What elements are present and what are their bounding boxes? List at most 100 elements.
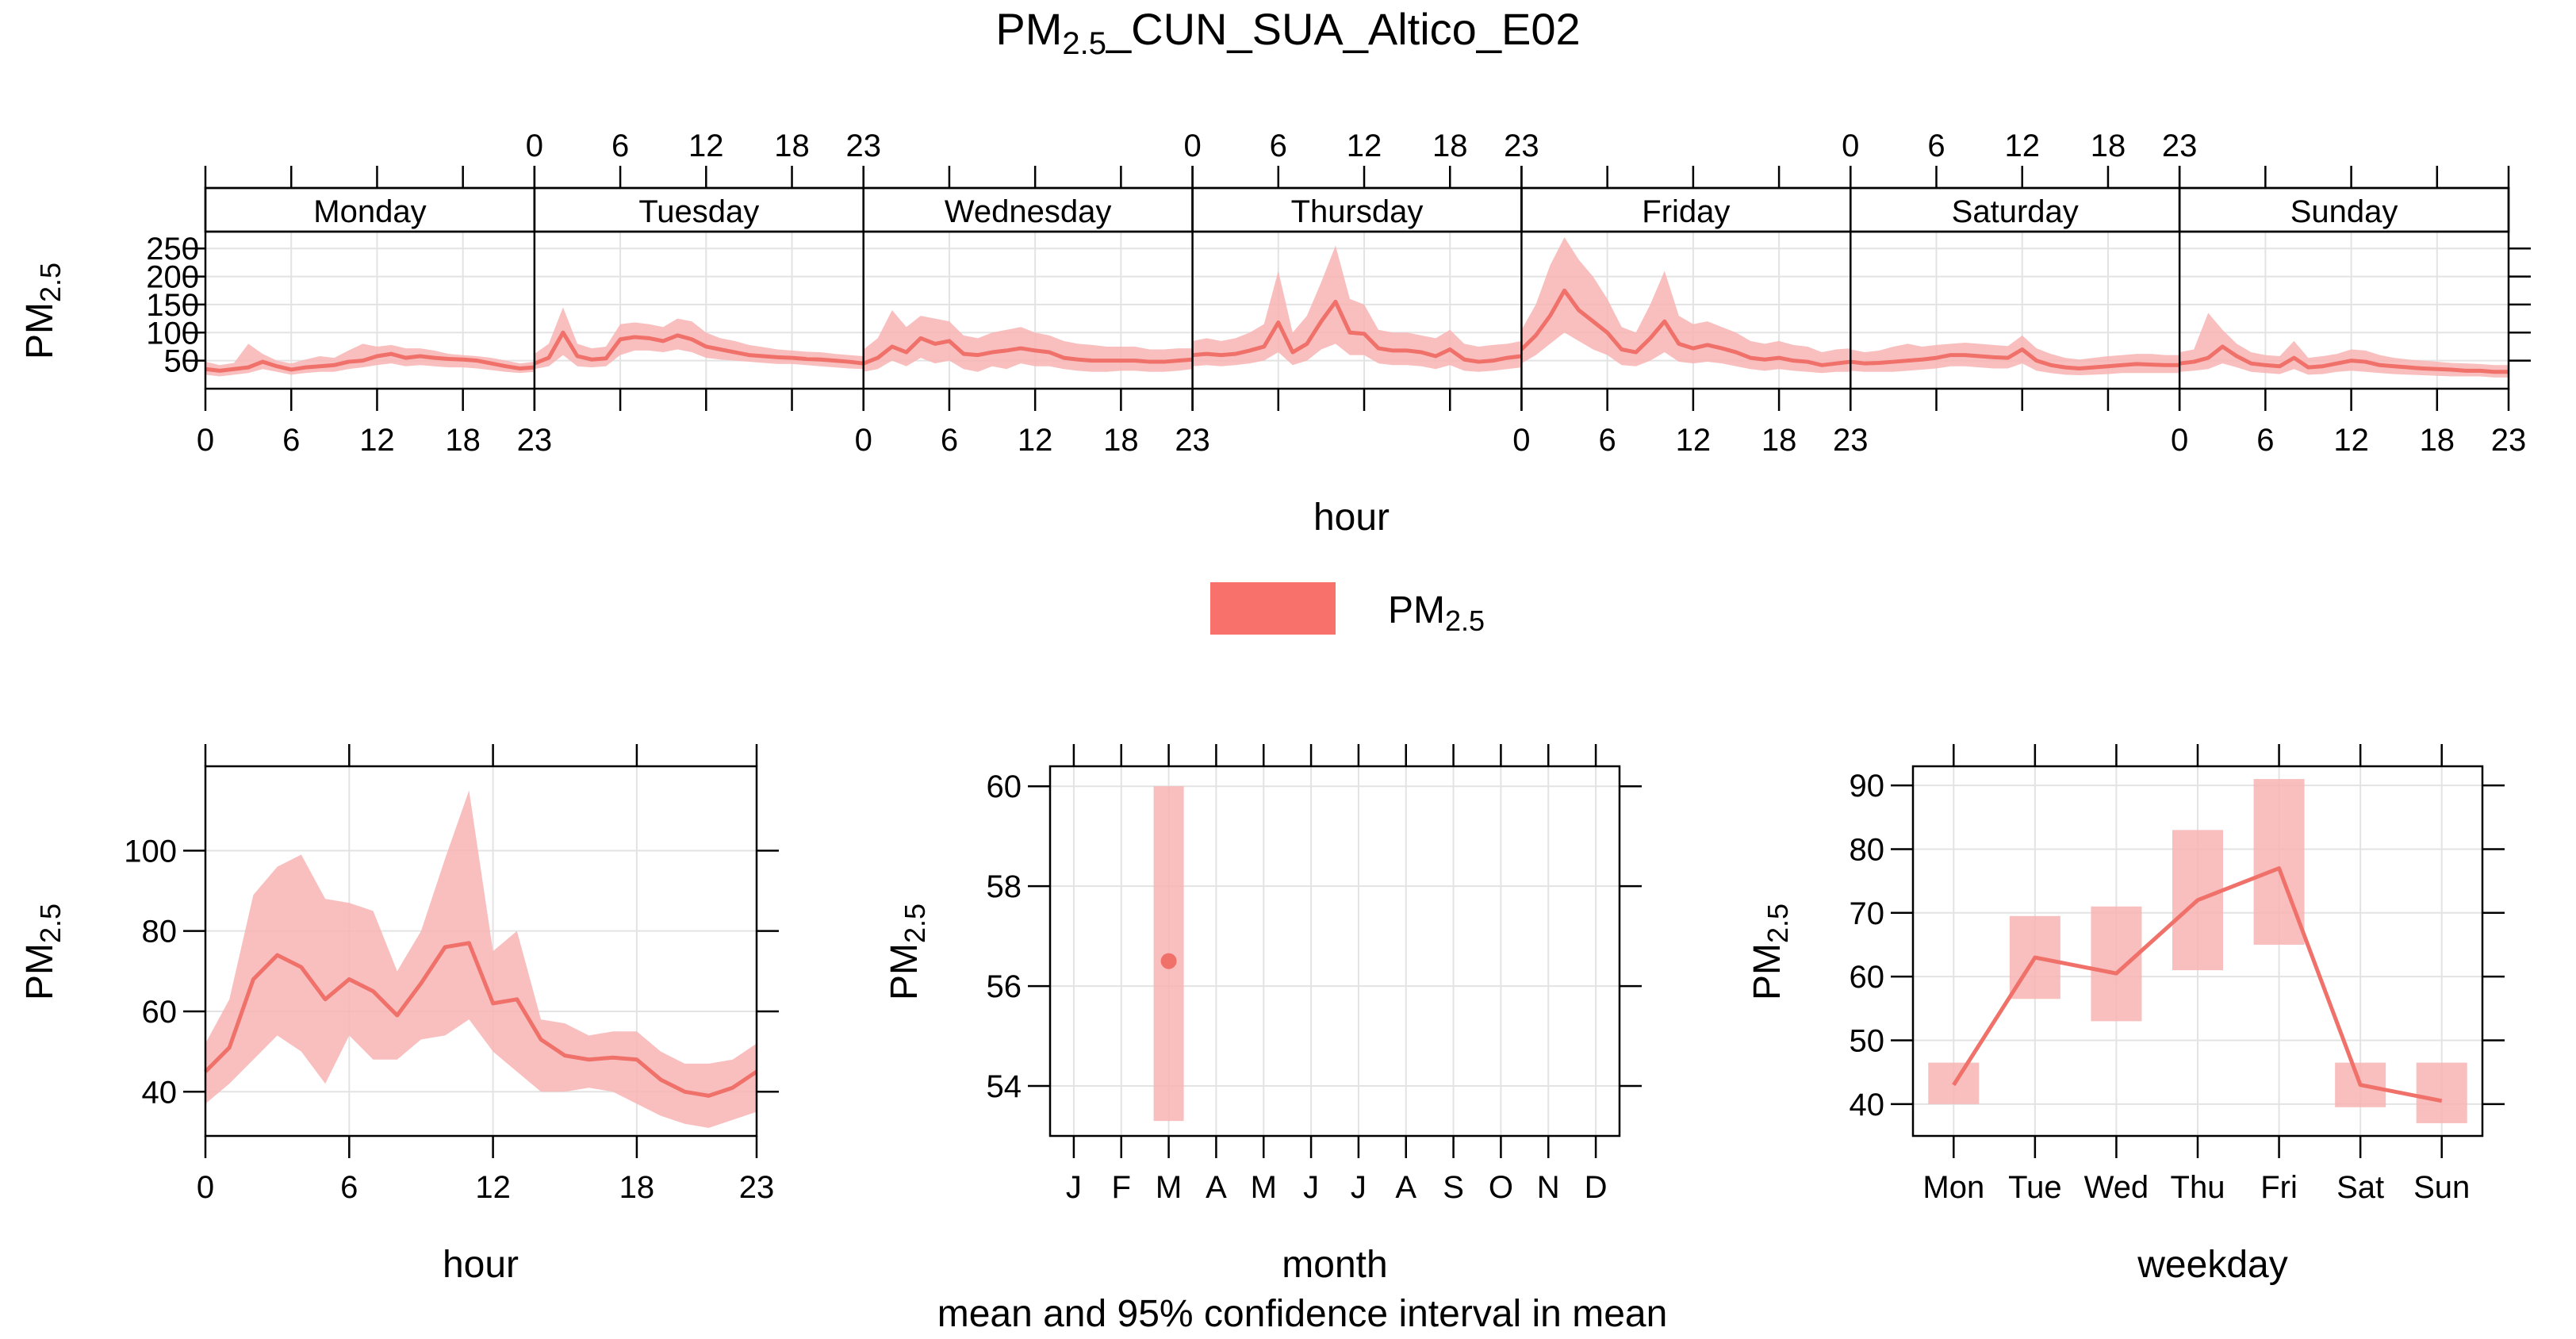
month-y-tick-label: 60 [987, 769, 1022, 804]
top-x-tick-label: 0 [197, 423, 214, 458]
ci-band-tuesday [534, 307, 864, 370]
month-x-tick-label: F [1112, 1170, 1131, 1205]
top-y-tick-label: 50 [164, 344, 200, 379]
month-x-tick-label: A [1395, 1170, 1416, 1205]
weekday-x-tick-label: Wed [2084, 1170, 2149, 1205]
mean-line-monday [205, 351, 535, 373]
top-y-tick-label: 100 [146, 316, 199, 351]
ci-band-friday [1521, 237, 1851, 374]
top-x-tick-label: 6 [611, 129, 629, 163]
top-x-tick-label: 0 [526, 129, 543, 163]
weekday-x-tick-label: Thu [2171, 1170, 2225, 1205]
weekday-mean-line [1952, 866, 2443, 1103]
strip-label: Monday [313, 194, 426, 229]
ci-band-wednesday [863, 310, 1193, 372]
month-x-tick-label: A [1206, 1170, 1227, 1205]
hour-mean-line [204, 941, 758, 1098]
top-x-tick-label: 6 [1270, 129, 1287, 163]
hour-by-weekday-panel: Monday 0 6 12 18 23 Tuesday 0 6 12 18 23 Wednesday 0 6… [146, 129, 2531, 458]
mean-line-tuesday [533, 330, 864, 366]
hour-x-label: hour [443, 1244, 519, 1286]
ci-band-sunday [2179, 313, 2509, 378]
hour-x-tick-label: 18 [619, 1170, 655, 1205]
top-x-tick-label: 6 [1599, 423, 1616, 458]
weekday-y-tick-label: 60 [1850, 960, 1885, 995]
weekday-x-tick-label: Tue [2008, 1170, 2061, 1205]
strip-label: Saturday [1952, 194, 2079, 229]
weekday-y-label: PM2.5 [1746, 904, 1794, 1000]
hour-ci-band [205, 790, 757, 1128]
top-x-tick-label: 18 [445, 423, 481, 458]
top-x-tick-label: 12 [359, 423, 395, 458]
mean-line-saturday [1850, 347, 2180, 371]
top-x-tick-label: 23 [845, 129, 881, 163]
weekday-x-tick-label: Sun [2413, 1170, 2470, 1205]
ci-band-thursday [1192, 245, 1522, 372]
hour-x-tick-label: 12 [475, 1170, 511, 1205]
top-y-tick-label: 250 [146, 232, 199, 267]
hour-y-tick-label: 100 [124, 834, 177, 869]
month-x-tick-label: O [1489, 1170, 1513, 1205]
hour-y-tick-label: 40 [142, 1075, 178, 1110]
weekday-x-tick-label: Mon [1922, 1170, 1984, 1205]
hour-y-label: PM2.5 [19, 904, 67, 1000]
top-x-tick-label: 0 [1183, 129, 1201, 163]
top-x-tick-label: 23 [1504, 129, 1539, 163]
month-x-tick-label: J [1303, 1170, 1319, 1205]
strip-label: Thursday [1291, 194, 1424, 229]
month-x-tick-label: J [1351, 1170, 1367, 1205]
month-y-tick-label: 58 [987, 869, 1022, 904]
top-x-tick-label: 23 [1175, 423, 1210, 458]
top-x-tick-label: 18 [1432, 129, 1468, 163]
top-x-tick-label: 6 [2256, 423, 2274, 458]
weekday-ci-bar-wed [2091, 906, 2142, 1022]
top-x-tick-label: 0 [2171, 423, 2188, 458]
weekday-panel: 40 50 60 70 80 90 Mon Tue Wed Thu Fri Sat Sun [1850, 744, 2505, 1205]
weekday-x-label: weekday [2137, 1244, 2287, 1286]
top-x-tick-label: 12 [2333, 423, 2369, 458]
legend-swatch [1210, 582, 1336, 635]
top-x-tick-label: 12 [1676, 423, 1712, 458]
top-x-tick-label: 18 [1761, 423, 1797, 458]
top-y-tick-label: 200 [146, 260, 199, 295]
top-x-tick-label: 18 [2420, 423, 2455, 458]
strip-label: Tuesday [638, 194, 759, 229]
top-x-label: hour [1313, 497, 1390, 539]
month-x-tick-label: D [1585, 1170, 1608, 1205]
top-x-tick-label: 6 [941, 423, 958, 458]
weekday-ci-bar-sun [2416, 1062, 2467, 1123]
top-x-tick-label: 0 [855, 423, 872, 458]
top-x-tick-label: 0 [1842, 129, 1859, 163]
month-x-label: month [1282, 1244, 1387, 1286]
month-x-tick-label: J [1066, 1170, 1082, 1205]
top-x-tick-label: 18 [774, 129, 810, 163]
strip-label: Wednesday [945, 194, 1112, 229]
hour-panel: 40 60 80 100 0 6 12 18 23 [124, 744, 779, 1205]
legend: PM2.5 [1210, 582, 1485, 637]
top-x-tick-label: 12 [1018, 423, 1053, 458]
top-x-tick-label: 6 [282, 423, 300, 458]
hour-x-tick-label: 23 [739, 1170, 775, 1205]
month-x-tick-label: S [1443, 1170, 1464, 1205]
month-x-tick-label: N [1537, 1170, 1560, 1205]
month-y-label: PM2.5 [884, 904, 931, 1000]
strip-label: Sunday [2290, 194, 2398, 229]
month-frame [1048, 765, 1621, 1138]
mean-line-wednesday [862, 336, 1193, 366]
top-x-tick-label: 18 [1103, 423, 1139, 458]
top-x-tick-label: 18 [2091, 129, 2126, 163]
top-x-tick-label: 23 [2491, 423, 2527, 458]
top-x-tick-label: 12 [1347, 129, 1382, 163]
hour-y-tick-label: 60 [142, 995, 178, 1030]
weekday-y-tick-label: 90 [1850, 769, 1885, 804]
top-x-tick-label: 23 [1833, 423, 1869, 458]
weekday-y-tick-label: 50 [1850, 1023, 1885, 1058]
top-y-tick-label: 150 [146, 288, 199, 323]
month-x-tick-label: M [1251, 1170, 1277, 1205]
top-x-tick-label: 23 [517, 423, 553, 458]
mean-line-friday [1520, 288, 1851, 367]
hour-x-tick-label: 0 [197, 1170, 214, 1205]
month-x-tick-label: M [1156, 1170, 1182, 1205]
